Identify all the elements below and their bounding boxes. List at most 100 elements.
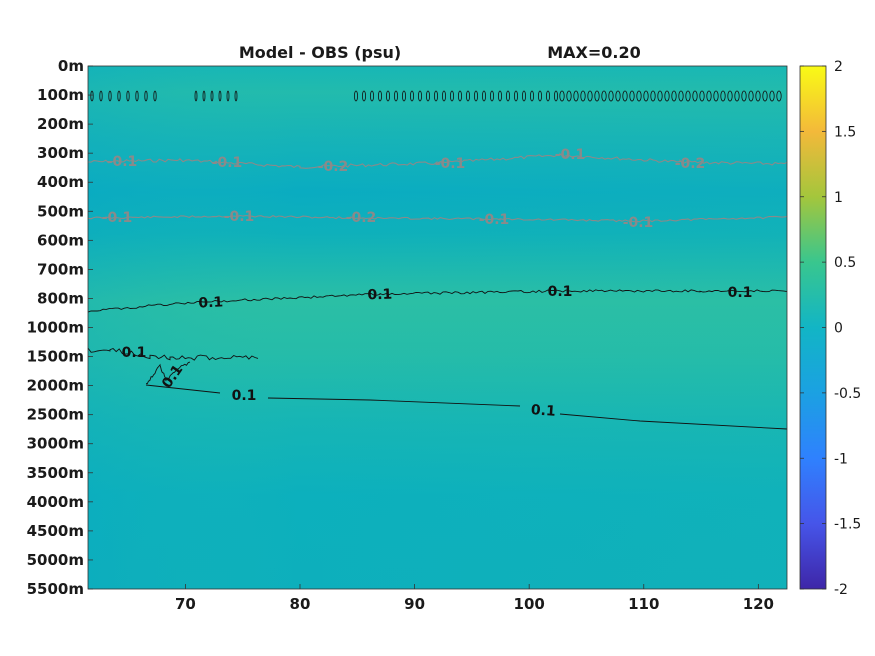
contour-label: -0.1 [102,210,133,226]
contour-blob [741,90,747,102]
y-tick-label: 2500m [27,406,84,424]
colorbar-tick-label: -2 [834,582,848,598]
contour-blob [401,90,406,102]
contour-blob [559,90,565,102]
y-tick-label: 0m [58,57,84,75]
contour-blob [465,90,470,102]
contour-label: 0.1 [548,284,573,300]
contour-blob [522,90,527,102]
contour-label: -0.2 [675,156,706,172]
contour-blob [353,90,358,102]
contour-blob [514,90,519,102]
contour-blob [210,90,214,102]
contour-line-gray [87,214,788,223]
contour-blob [573,90,579,102]
contour-blob [153,90,157,102]
y-tick-label: 5000m [27,551,84,569]
contour-line-dark [87,347,259,361]
contour-blob [126,90,130,102]
contour-blob [117,90,121,102]
contour-blob [587,90,593,102]
contour-label: -0.2 [346,210,377,226]
colorbar-tick-label: 0.5 [834,255,856,271]
contour-blob [615,90,621,102]
contour-blob [409,90,414,102]
contour-label: -0.1 [224,209,255,225]
contour-label: -0.1 [479,212,510,228]
contour-blob [769,90,775,102]
y-tick-label: 200m [37,115,84,133]
colorbar-tick-label: 1 [834,190,843,206]
contour-blob [425,90,430,102]
contour-blob [108,90,112,102]
y-tick-label: 5500m [27,580,84,598]
contour-label: -0.2 [318,159,349,175]
contour-label: 0.1 [530,402,556,420]
contour-blob [144,90,148,102]
contour-blob [671,90,677,102]
contour-line-dark [145,384,788,430]
contour-label: 0.1 [198,294,224,311]
contour-line-gray [87,152,788,169]
contour-blob [776,90,782,102]
contour-blob [99,90,103,102]
y-tick-label: 1500m [27,348,84,366]
contour-blob [530,90,535,102]
colorbar-tick-label: 0 [834,321,843,337]
colorbar-tick-label: -0.5 [834,386,861,402]
x-tick-label: 80 [290,595,311,613]
contour-blob [713,90,719,102]
contour-blob [685,90,691,102]
contour-blob [692,90,698,102]
contour-blob [748,90,754,102]
contour-label: -0.1 [435,156,466,172]
contour-blob [755,90,761,102]
plot-area: -0.1 -0.1 -0.2 -0.1 -0.1 -0.2 -0.1 -0.1 -0.2 -0.1… [87,65,788,590]
contour-blob [678,90,684,102]
colorbar-tick-label: 2 [834,59,843,75]
y-tick-label: 500m [37,202,84,220]
y-tick-label: 600m [37,231,84,249]
contour-blob [393,90,398,102]
x-tick-label: 70 [175,595,196,613]
colorbar-tick-label: 1.5 [834,124,856,140]
y-tick-label: 3000m [27,435,84,453]
y-tick-label: 400m [37,173,84,191]
y-tick-label: 800m [37,289,84,307]
colorbar-gradient [799,65,827,590]
contour-blob [546,90,551,102]
contour-blob [664,90,670,102]
x-axis: 70 80 90 100 110 120 [175,584,774,613]
contour-blob [489,90,494,102]
contour-blob [762,90,768,102]
y-tick-label: 3500m [27,464,84,482]
contour-blob [629,90,635,102]
contour-lines [87,90,788,430]
contour-blob [643,90,649,102]
y-tick-label: 4500m [27,522,84,540]
contour-blob [226,90,230,102]
y-tick-label: 300m [37,144,84,162]
contour-label: 0.1 [728,285,753,301]
contour-label: -0.1 [107,154,138,170]
contour-blob [457,90,462,102]
contour-blob [699,90,705,102]
contour-blob [449,90,454,102]
contour-blob [601,90,607,102]
contour-blob [234,90,238,102]
contour-line-dark [87,289,788,313]
contour-blob [657,90,663,102]
contour-blob [473,90,478,102]
max-label: MAX=0.20 [547,43,641,62]
contour-blob [135,90,139,102]
contour-blob [361,90,366,102]
contour-blob [734,90,740,102]
contour-blob [554,90,559,102]
x-tick-label: 90 [404,595,425,613]
y-tick-label: 700m [37,260,84,278]
chart-title: Model - OBS (psu) [239,43,401,62]
colorbar: 2 1.5 1 0.5 0 -0.5 -1 -1.5 -2 [799,59,861,598]
contour-blob [377,90,382,102]
y-axis: 0m 100m 200m 300m 400m 500m 600m 700m 800m 1000m 1… [27,57,93,598]
contour-blob [481,90,486,102]
